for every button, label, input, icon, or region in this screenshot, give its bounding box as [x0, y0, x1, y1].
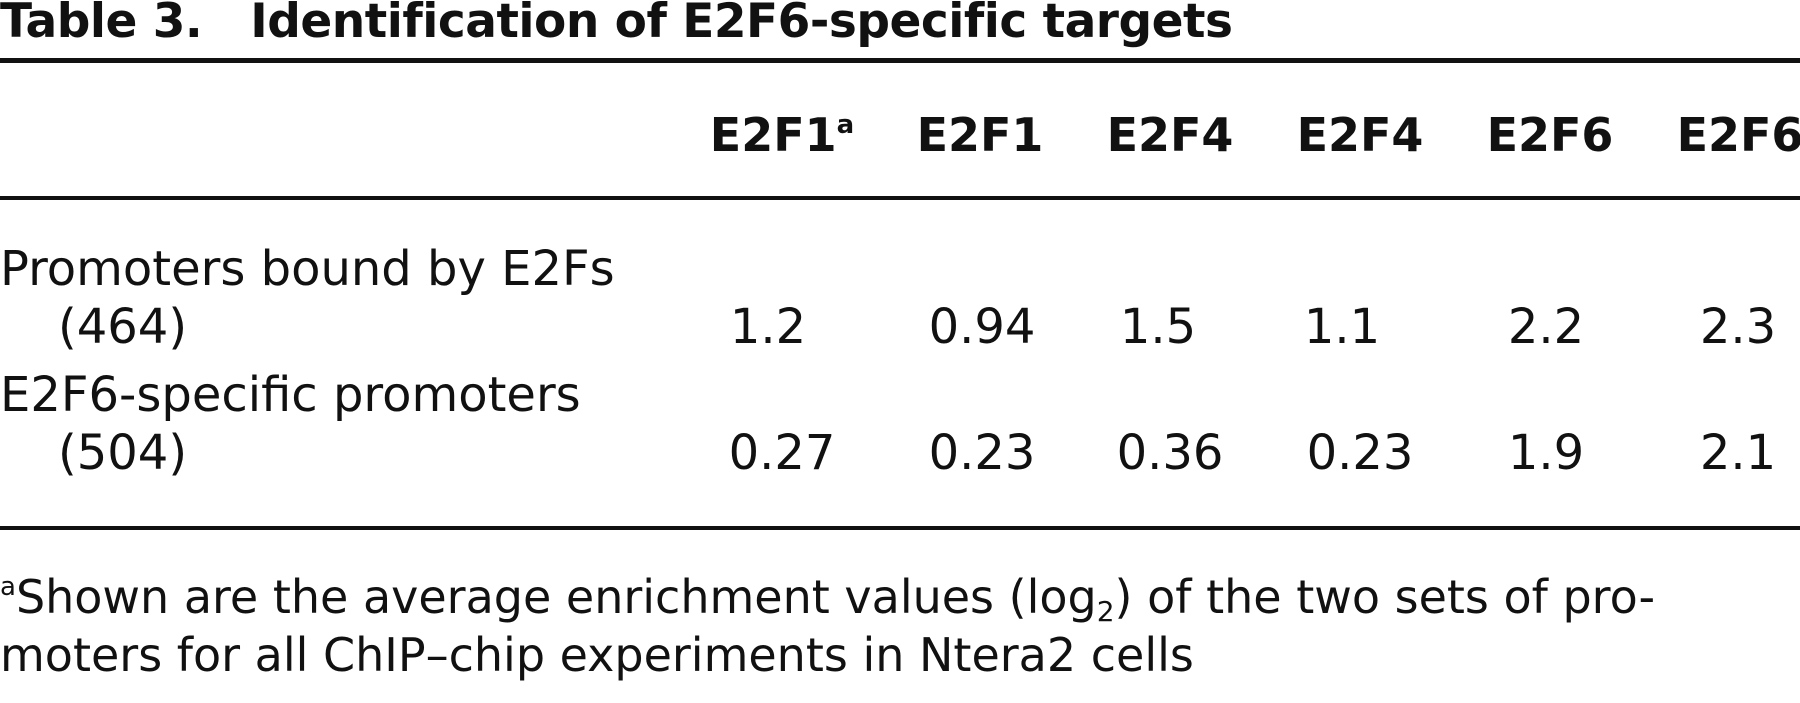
column-header-e2f4-b: E2F4 — [1296, 108, 1424, 162]
row-label-text: E2F6-specific promoters — [0, 367, 581, 423]
column-header-label: E2F1 — [709, 108, 837, 162]
table-footnote: aShown are the average enrichment values… — [0, 568, 1800, 684]
column-header-footnote-marker: a — [836, 110, 855, 140]
row-label-count: (464) — [58, 299, 188, 355]
row-label-count: (504) — [58, 425, 188, 481]
table-cell: 0.23 — [928, 425, 1036, 481]
table-cell: 1.2 — [729, 299, 807, 355]
table-title: Table 3. Identification of E2F6-specific … — [0, 0, 1233, 50]
table-label: Table 3. — [0, 0, 203, 49]
column-header-e2f6-a: E2F6 — [1486, 108, 1614, 162]
column-header-e2f1-a: E2F1a — [710, 108, 854, 162]
table-cell: 2.3 — [1699, 299, 1777, 355]
table-cell: 0.23 — [1306, 425, 1414, 481]
column-header-e2f6-b: E2F6 — [1676, 108, 1800, 162]
footnote-subscript: 2 — [1096, 595, 1115, 628]
header-rule — [0, 196, 1800, 200]
table-cell: 0.36 — [1116, 425, 1224, 481]
table-cell: 1.9 — [1507, 425, 1585, 481]
row-label-e2f6-specific: E2F6-specific promoters (504) — [0, 366, 581, 482]
footnote-text-before: Shown are the average enrichment values … — [15, 570, 1097, 624]
column-header-e2f4-a: E2F4 — [1106, 108, 1234, 162]
row-label-text: Promoters bound by E2Fs — [0, 241, 615, 297]
table-cell: 2.1 — [1699, 425, 1777, 481]
bottom-rule — [0, 526, 1800, 530]
footnote-line-2: moters for all ChIP–chip experiments in … — [0, 628, 1194, 682]
table-caption: Identification of E2F6-specific targets — [250, 0, 1233, 49]
table-cell: 1.1 — [1303, 299, 1381, 355]
footnote-marker: a — [0, 572, 16, 602]
top-rule — [0, 58, 1800, 63]
column-header-e2f1-b: E2F1 — [916, 108, 1044, 162]
table-cell: 0.27 — [728, 425, 836, 481]
table-cell: 2.2 — [1507, 299, 1585, 355]
table-cell: 1.5 — [1119, 299, 1197, 355]
table-cell: 0.94 — [928, 299, 1036, 355]
row-label-promoters-bound: Promoters bound by E2Fs (464) — [0, 240, 615, 356]
footnote-text-after: ) of the two sets of pro- — [1114, 570, 1656, 624]
